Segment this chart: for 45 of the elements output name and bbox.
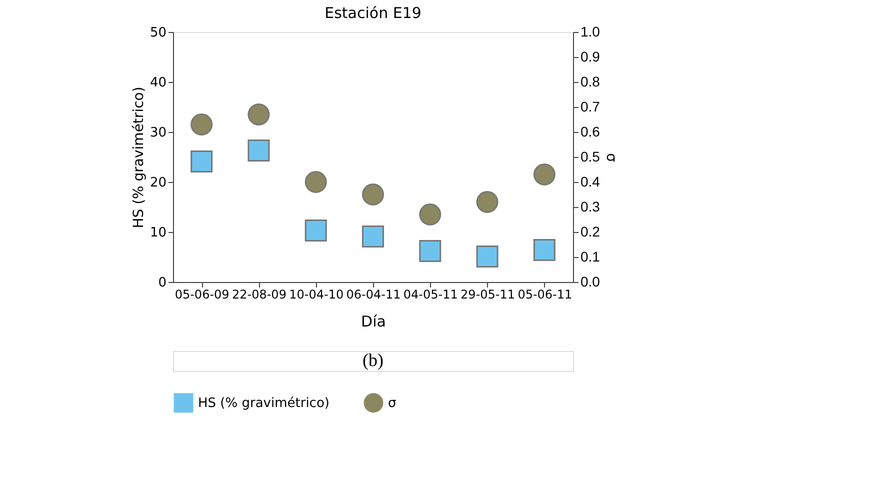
chart-title: Estación E19: [324, 4, 422, 22]
point: [190, 150, 213, 172]
y2-tick-label: 0.6: [580, 124, 600, 140]
y2-tick-label: 0.2: [580, 224, 600, 240]
legend-label: σ: [388, 396, 396, 411]
y-tick-label: 0: [158, 276, 166, 290]
y2-tick-label: 0.1: [580, 248, 600, 264]
x-tick-label: 04-05-11: [403, 288, 458, 302]
point: [362, 226, 384, 248]
point: [476, 191, 498, 213]
y-tick-label: 50: [150, 26, 166, 40]
x-tick-label: 29-05-11: [460, 288, 516, 302]
x-tick-label: 05-06-09: [174, 288, 230, 302]
x-tick-label: 06-04-11: [346, 288, 401, 302]
y2-tick-label: 0.9: [580, 48, 600, 64]
y2-tick-label: 0.0: [580, 274, 600, 290]
x-tick-label: 10-04-10: [289, 288, 344, 302]
y2-tick-label: 0.8: [580, 74, 600, 90]
point: [533, 164, 556, 186]
y-tick-label: 30: [150, 126, 166, 140]
point: [419, 240, 442, 262]
y2-tick-label: 1.0: [580, 24, 600, 40]
point: [304, 171, 327, 193]
point: [248, 104, 270, 126]
x-axis-title: Día: [361, 312, 386, 330]
legend-label: HS (% gravimétrico): [198, 396, 330, 411]
point: [248, 140, 270, 162]
y2-tick-label: 0.4: [580, 174, 600, 190]
y-tick-label: 40: [150, 76, 166, 90]
y2-tick-label: 0.7: [580, 98, 600, 114]
point: [304, 220, 327, 242]
y-tick-label: 10: [150, 226, 166, 240]
y-tick-label: 20: [150, 176, 166, 190]
point: [533, 239, 556, 261]
y2-tick-label: 0.5: [580, 148, 600, 164]
text: (b): [362, 350, 384, 370]
point: [362, 184, 384, 206]
y2-tick-label: 0.3: [580, 198, 600, 214]
point: [190, 114, 213, 136]
point: [476, 246, 498, 268]
point: [419, 204, 442, 226]
y2-axis-title: σ: [602, 153, 619, 162]
x-tick-label: 05-06-11: [518, 288, 572, 302]
y-axis-title: HS (% gravimétrico): [130, 86, 147, 228]
x-tick-label: 22-08-09: [232, 288, 286, 302]
